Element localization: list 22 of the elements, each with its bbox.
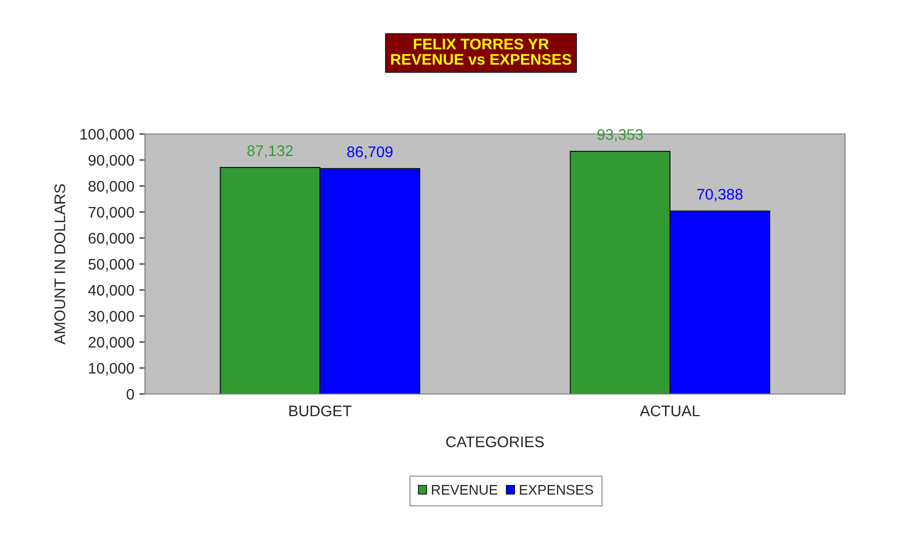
legend-label: EXPENSES (520, 484, 594, 495)
y-tick-label: 10,000 (89, 362, 134, 376)
y-tick-label: 90,000 (88, 154, 134, 168)
y-tick-label: 40,000 (88, 284, 134, 298)
y-tick-label: 0 (126, 388, 134, 400)
y-tick-label: 70,000 (88, 206, 134, 220)
y-tick-label: 80,000 (88, 180, 134, 194)
x-tick-label: ACTUAL (640, 406, 700, 416)
y-tick-label: 50,000 (88, 258, 134, 272)
data-label: 87,132 (247, 145, 293, 158)
y-tick-label: 30,000 (88, 310, 134, 324)
y-tick-label: 100,000 (80, 128, 134, 142)
chart-title: FELIX TORRES YR REVENUE vs EXPENSES (391, 38, 572, 65)
x-tick-label: BUDGET (289, 406, 352, 416)
legend-label: REVENUE (432, 485, 498, 495)
x-axis-title: CATEGORIES (446, 436, 544, 448)
y-tick-label: 20,000 (88, 336, 134, 350)
y-tick-label: 60,000 (88, 232, 134, 246)
data-label: 86,709 (347, 146, 393, 160)
data-label: 93,353 (597, 129, 643, 142)
y-axis-title: AMOUNT IN DOLLARS (54, 184, 66, 344)
data-label: 70,388 (697, 188, 743, 202)
